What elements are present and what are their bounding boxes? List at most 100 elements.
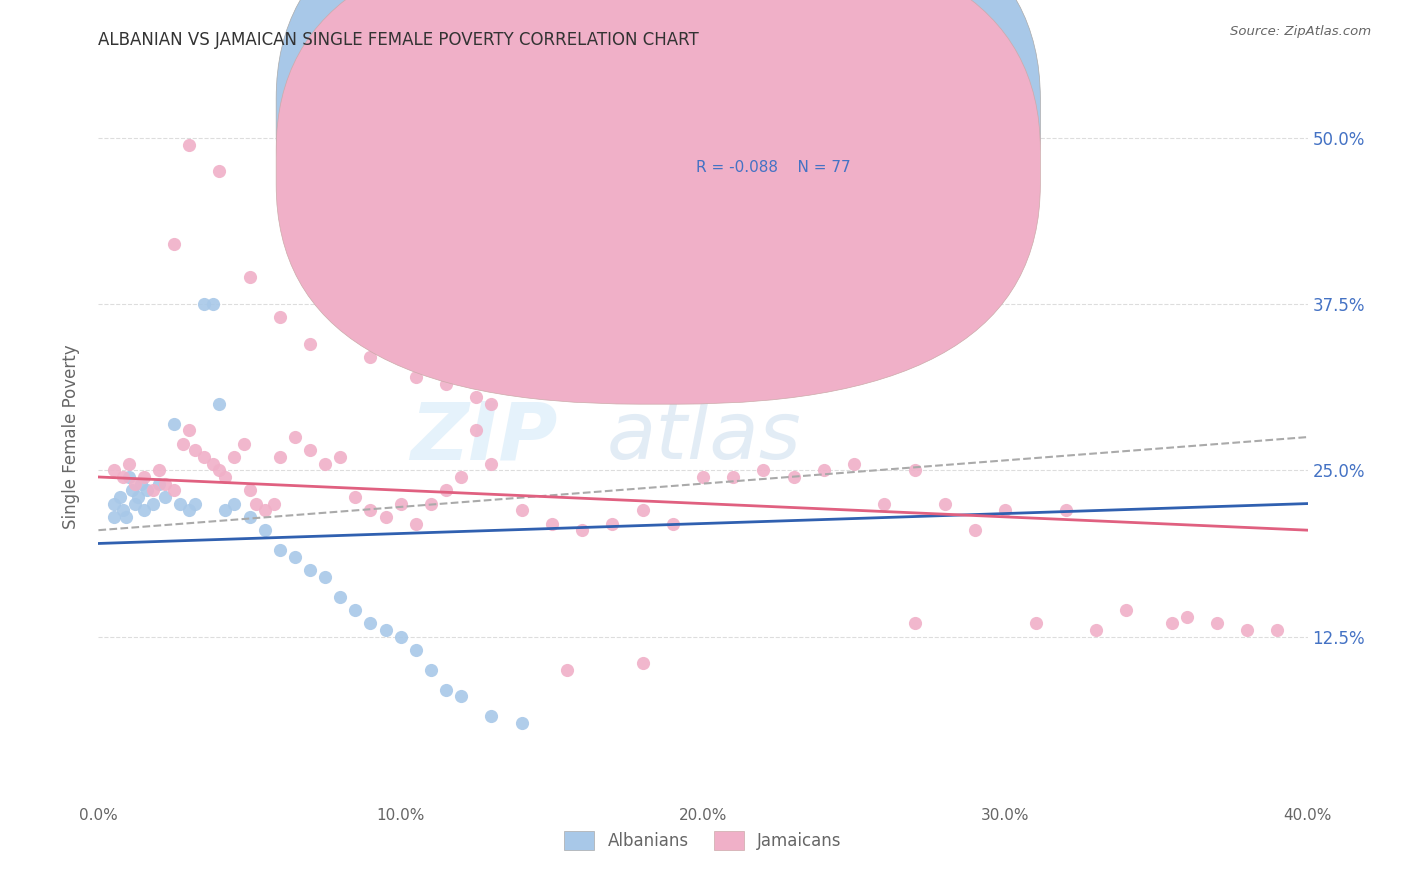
Point — [148, 463, 170, 477]
Point — [1175, 609, 1198, 624]
Point — [813, 463, 835, 477]
Point — [904, 616, 927, 631]
Point — [420, 497, 443, 511]
Point — [148, 476, 170, 491]
Point — [434, 682, 457, 697]
Point — [169, 497, 191, 511]
Point — [202, 297, 225, 311]
Point — [555, 663, 578, 677]
Point — [783, 470, 806, 484]
Point — [450, 470, 472, 484]
Point — [374, 623, 396, 637]
Point — [1054, 503, 1077, 517]
Point — [299, 563, 322, 577]
Point — [752, 463, 775, 477]
Point — [224, 450, 246, 464]
Point — [111, 470, 134, 484]
Point — [253, 523, 276, 537]
Point — [1115, 603, 1137, 617]
Point — [108, 490, 131, 504]
Point — [142, 497, 165, 511]
FancyBboxPatch shape — [619, 90, 939, 218]
Point — [1085, 623, 1108, 637]
Point — [132, 470, 155, 484]
Point — [299, 443, 322, 458]
Point — [661, 516, 683, 531]
Text: ALBANIAN VS JAMAICAN SINGLE FEMALE POVERTY CORRELATION CHART: ALBANIAN VS JAMAICAN SINGLE FEMALE POVER… — [98, 31, 699, 49]
FancyBboxPatch shape — [276, 0, 1040, 404]
Point — [904, 463, 927, 477]
Point — [142, 483, 165, 498]
Point — [208, 164, 231, 178]
Point — [465, 424, 488, 438]
Point — [163, 483, 186, 498]
Point — [132, 503, 155, 517]
Point — [118, 470, 141, 484]
Point — [420, 663, 443, 677]
Point — [965, 523, 987, 537]
Point — [314, 457, 336, 471]
Point — [481, 709, 503, 723]
Point — [214, 503, 236, 517]
Point — [389, 630, 412, 644]
Point — [269, 310, 291, 325]
Point — [1024, 616, 1046, 631]
Point — [752, 370, 775, 384]
Point — [239, 483, 262, 498]
Point — [202, 457, 225, 471]
Point — [103, 509, 125, 524]
Point — [450, 690, 472, 704]
Point — [844, 457, 866, 471]
Point — [434, 483, 457, 498]
Point — [121, 483, 143, 498]
Point — [172, 436, 194, 450]
Point — [360, 503, 382, 517]
Point — [481, 397, 503, 411]
Point — [208, 397, 231, 411]
Point — [129, 476, 152, 491]
Point — [1160, 616, 1182, 631]
Point — [510, 716, 533, 731]
Point — [284, 549, 307, 564]
Point — [1236, 623, 1258, 637]
Text: Source: ZipAtlas.com: Source: ZipAtlas.com — [1230, 25, 1371, 38]
Point — [374, 509, 396, 524]
Point — [994, 503, 1017, 517]
FancyBboxPatch shape — [276, 0, 1040, 353]
Point — [263, 497, 285, 511]
Point — [184, 497, 207, 511]
Point — [193, 450, 215, 464]
Text: ZIP: ZIP — [411, 398, 558, 476]
Point — [344, 603, 367, 617]
Point — [153, 490, 176, 504]
Point — [873, 497, 896, 511]
Point — [214, 470, 236, 484]
Point — [602, 516, 624, 531]
Point — [405, 516, 427, 531]
Point — [571, 523, 593, 537]
Point — [329, 590, 352, 604]
Point — [360, 351, 382, 365]
Point — [224, 497, 246, 511]
Point — [510, 503, 533, 517]
Point — [631, 503, 654, 517]
Point — [269, 543, 291, 558]
Point — [329, 450, 352, 464]
Point — [389, 497, 412, 511]
Point — [114, 509, 136, 524]
Point — [465, 390, 488, 404]
Point — [723, 470, 745, 484]
Point — [193, 297, 215, 311]
Point — [127, 490, 149, 504]
Point — [540, 516, 562, 531]
Point — [118, 457, 141, 471]
Point — [179, 503, 201, 517]
Point — [934, 497, 956, 511]
Point — [103, 497, 125, 511]
Point — [124, 497, 146, 511]
Point — [111, 503, 134, 517]
Point — [314, 570, 336, 584]
Point — [163, 417, 186, 431]
Point — [135, 483, 157, 498]
Point — [179, 137, 201, 152]
